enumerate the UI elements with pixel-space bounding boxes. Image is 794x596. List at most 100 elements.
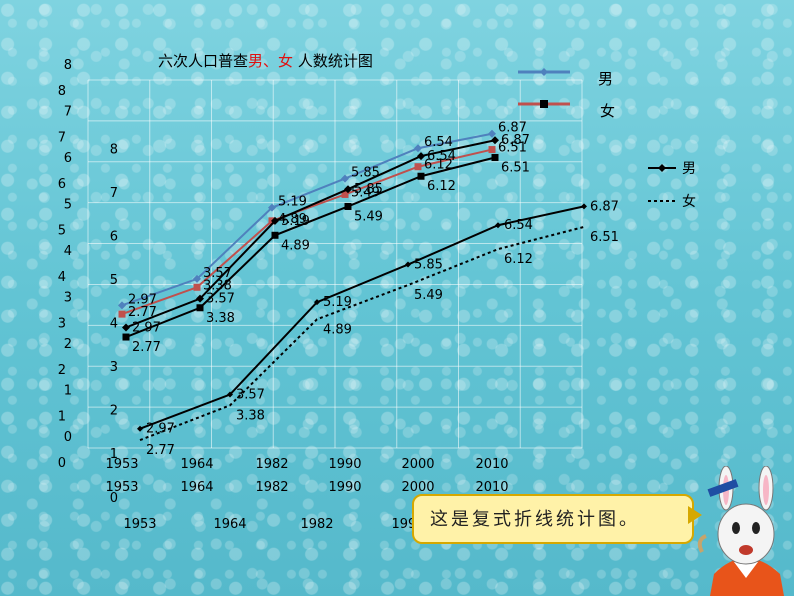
- title-suffix: 人数统计图: [293, 52, 373, 70]
- data-label-male: 3.57: [203, 266, 232, 281]
- data-point-male: [488, 129, 496, 138]
- data-point-male: [414, 144, 422, 153]
- data-label-female: 6.12: [427, 179, 456, 194]
- data-label-male: 5.19: [278, 195, 307, 210]
- y-tick-label: 1: [58, 410, 66, 425]
- data-point-female: [271, 231, 279, 239]
- data-label-male: 6.87: [498, 121, 527, 136]
- y-tick-label: 7: [64, 105, 72, 120]
- series-line-female: [125, 156, 496, 338]
- y-tick-label-inner: 6: [110, 230, 118, 245]
- data-label-male: 2.97: [146, 422, 175, 437]
- title-prefix: 六次人口普查: [158, 52, 249, 70]
- data-label-female: 5.49: [414, 288, 443, 303]
- data-point-male: [137, 425, 143, 432]
- y-tick-label: 8: [58, 84, 66, 99]
- series-line-female: [139, 225, 585, 442]
- data-point-male: [491, 136, 499, 145]
- series-line-female: [121, 148, 493, 316]
- data-point-male: [341, 174, 349, 183]
- y-tick-label: 1: [64, 384, 72, 399]
- data-label-female: 6.51: [501, 161, 530, 176]
- x-tick-label: 2000: [401, 457, 434, 472]
- data-label-female: 5.49: [354, 209, 383, 224]
- y-tick-label-inner: 2: [110, 404, 118, 419]
- x-tick-label: 1990: [328, 457, 361, 472]
- y-tick-label: 2: [64, 337, 72, 352]
- y-tick-label: 5: [58, 224, 66, 239]
- data-label-male: 6.54: [424, 135, 453, 150]
- data-point-female: [341, 190, 349, 198]
- x-tick-label: 1964: [213, 517, 246, 532]
- y-tick-label-inner: 7: [110, 186, 118, 201]
- series-line-male: [125, 139, 496, 329]
- data-label-male: 6.54: [504, 218, 533, 233]
- x-tick-label: 1990: [328, 480, 361, 495]
- data-label-male: 5.19: [323, 295, 352, 310]
- data-label-male: 3.57: [206, 292, 235, 307]
- y-tick-label: 4: [58, 270, 66, 285]
- title-female: 女: [278, 52, 294, 70]
- data-point-female: [417, 172, 425, 180]
- legend-label-female: 女: [600, 102, 615, 120]
- x-tick-label: 2000: [401, 480, 434, 495]
- y-tick-label-inner: 3: [110, 360, 118, 375]
- data-point-male: [196, 294, 204, 303]
- data-point-male: [268, 203, 276, 212]
- y-tick-label: 6: [64, 151, 72, 166]
- series-line-male: [139, 205, 585, 430]
- data-point-female: [122, 333, 130, 341]
- data-point-male: [227, 391, 233, 398]
- y-tick-label-inner: 5: [110, 273, 118, 288]
- data-label-male: 6.87: [590, 199, 619, 214]
- data-point-male: [581, 203, 587, 210]
- x-tick-label: 1953: [105, 457, 138, 472]
- data-point-male: [271, 216, 279, 225]
- data-point-female: [118, 310, 126, 318]
- data-point-male: [495, 222, 501, 229]
- data-label-female: 3.38: [203, 278, 232, 293]
- data-label-female: 2.77: [132, 340, 161, 355]
- y-tick-label: 0: [64, 430, 72, 445]
- rabbit-teacher-icon: [697, 466, 784, 596]
- data-label-female: 4.89: [281, 238, 310, 253]
- data-label-female: 2.77: [146, 443, 175, 458]
- legend-marker-male: [540, 68, 548, 76]
- series-line-male: [121, 132, 493, 307]
- data-point-female: [414, 163, 422, 171]
- y-tick-label: 5: [64, 198, 72, 213]
- y-tick-label: 3: [58, 317, 66, 332]
- speech-bubble: 这是复式折线统计图。: [412, 494, 694, 544]
- x-tick-label: 1953: [123, 517, 156, 532]
- y-tick-label-inner: 4: [110, 317, 118, 332]
- data-label-female: 3.38: [206, 311, 235, 326]
- legend-label-female-2: 女: [682, 193, 696, 210]
- y-tick-label: 7: [58, 131, 66, 146]
- data-label-male: 3.57: [236, 388, 265, 403]
- x-tick-label: 2010: [475, 457, 508, 472]
- y-tick-label: 0: [58, 456, 66, 471]
- data-label-female: 2.77: [128, 305, 157, 320]
- data-point-female: [488, 146, 496, 154]
- data-point-female: [491, 154, 499, 162]
- y-tick-label: 3: [64, 291, 72, 306]
- x-tick-label: 1953: [105, 480, 138, 495]
- data-point-male: [417, 152, 425, 161]
- data-label-female: 6.51: [590, 230, 619, 245]
- data-point-male: [193, 274, 201, 283]
- x-tick-label: 1964: [180, 457, 213, 472]
- title-male: 男: [248, 52, 264, 70]
- data-point-male: [405, 261, 411, 268]
- data-label-male: 2.97: [132, 320, 161, 335]
- y-tick-label: 6: [58, 177, 66, 192]
- data-point-female: [193, 283, 201, 291]
- data-label-male: 5.85: [414, 258, 443, 273]
- y-tick-label: 4: [64, 244, 72, 259]
- legend-label-male: 男: [598, 70, 613, 88]
- speech-bubble-tail: [688, 506, 702, 524]
- data-point-male: [344, 185, 352, 194]
- x-tick-label: 1964: [180, 480, 213, 495]
- title-sep: 、: [263, 52, 279, 70]
